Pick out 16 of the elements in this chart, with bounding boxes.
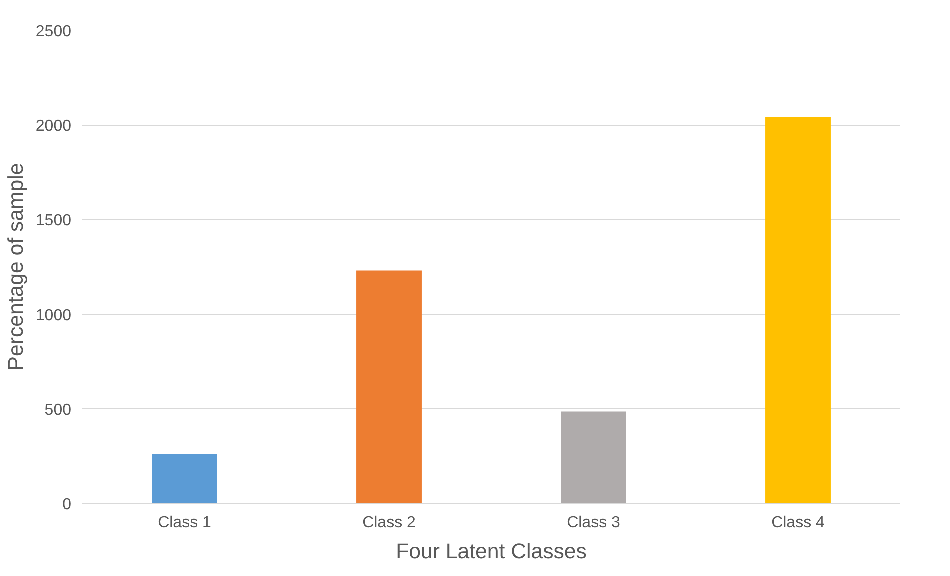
y-tick-label: 2000 — [36, 118, 72, 136]
x-axis-title: Four Latent Classes — [396, 540, 587, 564]
bar — [561, 412, 626, 504]
bar — [356, 270, 422, 504]
x-tick-label: Class 3 — [567, 514, 621, 532]
y-axis-title: Percentage of sample — [4, 163, 28, 371]
x-tick-label: Class 4 — [772, 514, 826, 532]
bar — [152, 454, 218, 504]
y-tick-label: 500 — [44, 402, 72, 419]
x-tick-label: Class 1 — [158, 514, 212, 532]
bar — [766, 118, 831, 504]
y-tick-label: 1000 — [36, 307, 72, 324]
y-tick-label: 2500 — [36, 24, 72, 40]
y-tick-label: 1500 — [36, 212, 72, 230]
x-tick-label: Class 2 — [362, 514, 416, 532]
y-tick-label: 0 — [62, 496, 72, 514]
